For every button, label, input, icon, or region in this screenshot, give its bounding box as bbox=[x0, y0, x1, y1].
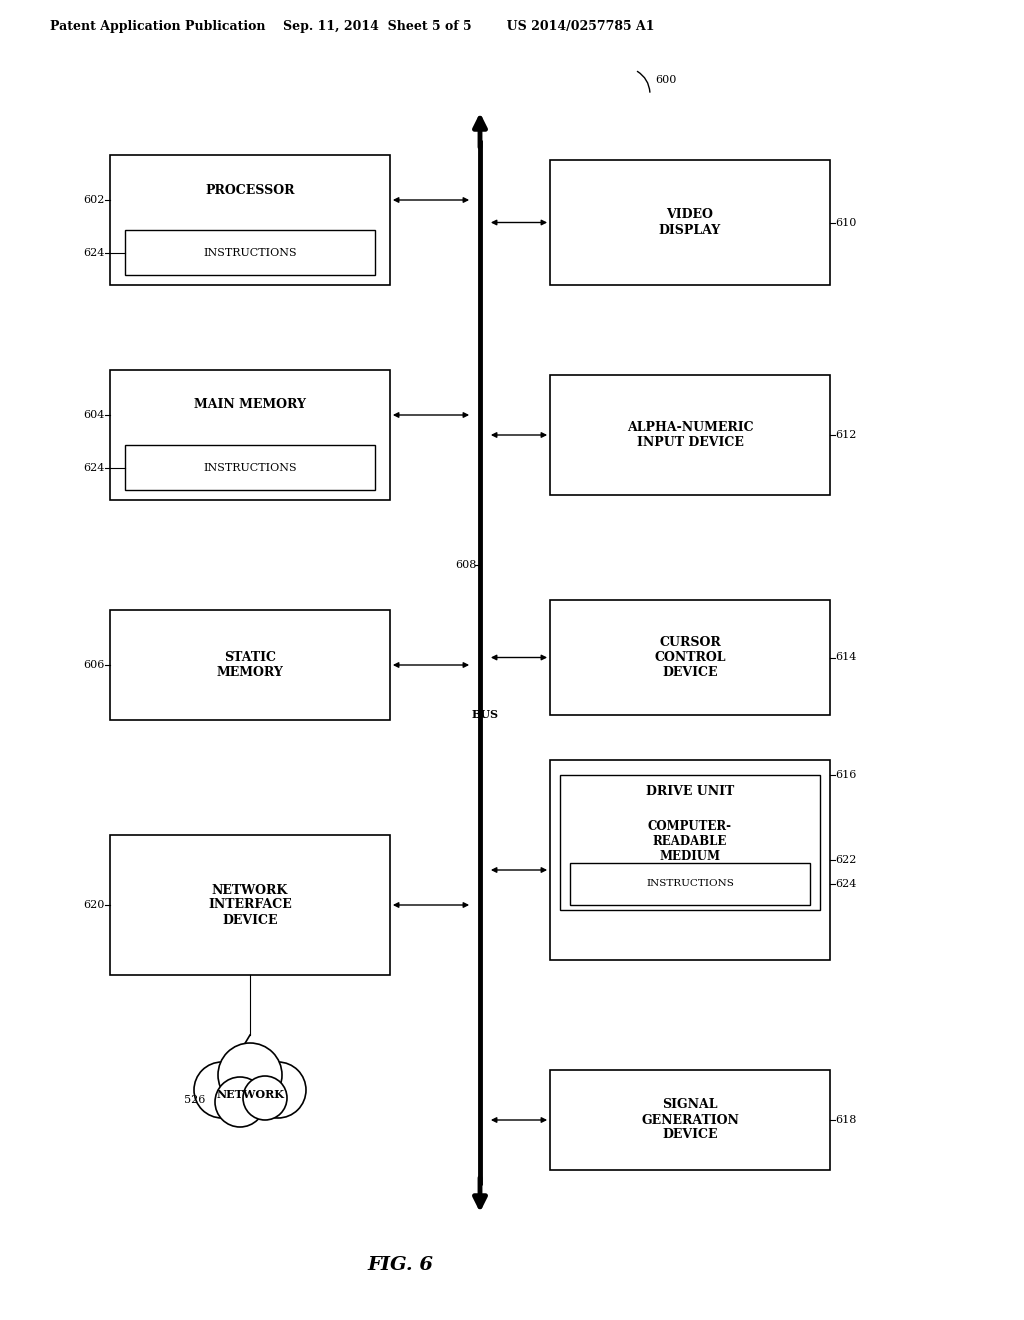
Text: STATIC
MEMORY: STATIC MEMORY bbox=[216, 651, 284, 678]
Text: 622: 622 bbox=[835, 855, 856, 865]
Text: FIG. 6: FIG. 6 bbox=[367, 1257, 433, 1274]
Circle shape bbox=[215, 1077, 265, 1127]
Text: 620: 620 bbox=[84, 900, 105, 909]
FancyBboxPatch shape bbox=[110, 154, 390, 285]
Text: INSTRUCTIONS: INSTRUCTIONS bbox=[203, 463, 297, 473]
Text: DRIVE UNIT: DRIVE UNIT bbox=[646, 785, 734, 799]
FancyBboxPatch shape bbox=[110, 610, 390, 719]
FancyBboxPatch shape bbox=[570, 863, 810, 906]
FancyBboxPatch shape bbox=[550, 1071, 830, 1170]
Text: PROCESSOR: PROCESSOR bbox=[205, 183, 295, 197]
Text: 624: 624 bbox=[84, 248, 105, 257]
FancyBboxPatch shape bbox=[125, 230, 375, 275]
Text: VIDEO
DISPLAY: VIDEO DISPLAY bbox=[658, 209, 721, 236]
Text: Patent Application Publication    Sep. 11, 2014  Sheet 5 of 5        US 2014/025: Patent Application Publication Sep. 11, … bbox=[50, 20, 654, 33]
Text: 604: 604 bbox=[84, 411, 105, 420]
FancyBboxPatch shape bbox=[110, 836, 390, 975]
Text: NETWORK
INTERFACE
DEVICE: NETWORK INTERFACE DEVICE bbox=[208, 883, 292, 927]
Text: 612: 612 bbox=[835, 430, 856, 440]
FancyBboxPatch shape bbox=[550, 160, 830, 285]
Text: 624: 624 bbox=[835, 879, 856, 888]
Text: INSTRUCTIONS: INSTRUCTIONS bbox=[646, 879, 734, 888]
Text: 608: 608 bbox=[455, 560, 476, 570]
FancyBboxPatch shape bbox=[550, 601, 830, 715]
FancyBboxPatch shape bbox=[125, 445, 375, 490]
FancyBboxPatch shape bbox=[550, 760, 830, 960]
Text: NETWORK: NETWORK bbox=[216, 1089, 284, 1101]
Circle shape bbox=[250, 1063, 306, 1118]
Text: CURSOR
CONTROL
DEVICE: CURSOR CONTROL DEVICE bbox=[654, 636, 726, 678]
Text: SIGNAL
GENERATION
DEVICE: SIGNAL GENERATION DEVICE bbox=[641, 1098, 739, 1142]
Text: ALPHA-NUMERIC
INPUT DEVICE: ALPHA-NUMERIC INPUT DEVICE bbox=[627, 421, 754, 449]
Text: 610: 610 bbox=[835, 218, 856, 227]
Text: 606: 606 bbox=[84, 660, 105, 671]
FancyBboxPatch shape bbox=[560, 775, 820, 909]
Text: INSTRUCTIONS: INSTRUCTIONS bbox=[203, 248, 297, 257]
Text: 624: 624 bbox=[84, 463, 105, 473]
Text: 616: 616 bbox=[835, 770, 856, 780]
Text: 618: 618 bbox=[835, 1115, 856, 1125]
Text: MAIN MEMORY: MAIN MEMORY bbox=[194, 399, 306, 412]
Text: BUS: BUS bbox=[471, 710, 499, 721]
Circle shape bbox=[218, 1043, 282, 1107]
Text: 526: 526 bbox=[183, 1096, 205, 1105]
Text: 602: 602 bbox=[84, 195, 105, 205]
Text: 600: 600 bbox=[655, 75, 677, 84]
Text: 614: 614 bbox=[835, 652, 856, 663]
Text: COMPUTER-
READABLE
MEDIUM: COMPUTER- READABLE MEDIUM bbox=[648, 820, 732, 863]
FancyBboxPatch shape bbox=[550, 375, 830, 495]
Circle shape bbox=[194, 1063, 250, 1118]
Circle shape bbox=[243, 1076, 287, 1119]
FancyBboxPatch shape bbox=[110, 370, 390, 500]
